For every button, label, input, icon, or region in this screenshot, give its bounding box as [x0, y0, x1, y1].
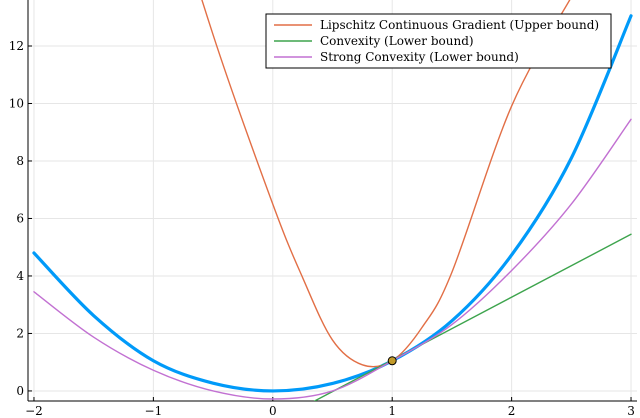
- legend-entry: Lipschitz Continuous Gradient (Upper bou…: [320, 18, 599, 32]
- series-lines: [32, 0, 633, 401]
- x-tick-label: 2: [508, 404, 516, 418]
- annotation-points: [387, 356, 397, 366]
- x-tick-label: 0: [269, 404, 277, 418]
- x-tick-label: 3: [627, 404, 635, 418]
- y-tick-label: 10: [9, 96, 24, 110]
- y-tick-label: 4: [16, 269, 24, 283]
- y-tick-label: 6: [16, 211, 24, 225]
- strong-convexity-lower-bound-curve: [33, 118, 632, 400]
- y-tick-label: 0: [16, 384, 24, 398]
- x-tick-label: −2: [25, 404, 43, 418]
- legend-entry: Strong Convexity (Lower bound): [320, 50, 519, 64]
- y-tick-label: 2: [16, 326, 24, 340]
- function-curve: [32, 14, 633, 393]
- convexity-lower-bound-line: [313, 233, 632, 401]
- lipschitz-upper-bound-curve: [201, 0, 571, 368]
- x-tick-label: 1: [388, 404, 396, 418]
- legend: Lipschitz Continuous Gradient (Upper bou…: [265, 13, 612, 69]
- y-tick-label: 8: [16, 154, 24, 168]
- tangent-point-marker: [387, 356, 397, 366]
- legend-entry: Convexity (Lower bound): [320, 34, 474, 48]
- x-tick-label: −1: [145, 404, 163, 418]
- y-tick-label: 12: [9, 39, 24, 53]
- legend-box: [265, 13, 612, 69]
